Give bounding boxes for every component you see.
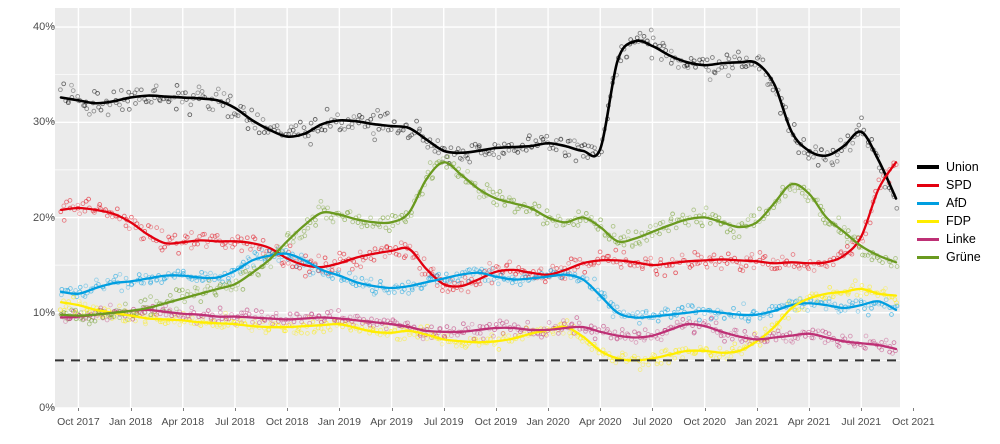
y-axis-tick-label: 10% — [32, 306, 55, 319]
y-axis-tick-mark — [51, 26, 54, 28]
five-percent-threshold-line — [55, 359, 900, 362]
y-axis-tick-mark — [51, 217, 54, 219]
y-axis-tick-mark — [51, 121, 54, 123]
legend-swatch-icon — [916, 248, 940, 266]
y-axis-tick-label: 0% — [39, 402, 55, 414]
legend-item-label: Grüne — [946, 250, 981, 264]
x-axis-tick-mark — [913, 408, 915, 411]
legend-swatch-icon — [916, 230, 940, 248]
x-axis-tick-label: Jan 2018 — [108, 416, 153, 428]
y-axis-tick-label: 30% — [32, 116, 55, 129]
legend-swatch-icon — [916, 158, 940, 176]
x-axis-tick-label: Oct 2020 — [683, 416, 726, 428]
x-axis-tick-label: Jan 2020 — [526, 416, 570, 428]
y-axis-tick-mark — [51, 407, 54, 409]
x-axis-tick-label: Oct 2017 — [57, 416, 100, 428]
x-axis-tick-label: Jul 2019 — [423, 416, 464, 428]
x-axis-tick-label: Apr 2021 — [787, 416, 831, 428]
y-axis-tick-label: 20% — [32, 211, 55, 224]
y-axis: 0% 10% 20% 30% 40% — [0, 0, 55, 444]
x-axis-tick-label: Oct 2019 — [474, 416, 518, 428]
x-axis-tick-label: Apr 2020 — [578, 416, 622, 428]
legend-swatch-icon — [916, 194, 940, 212]
legend-item-label: FDP — [946, 214, 971, 228]
y-axis-tick-label: 40% — [32, 21, 55, 34]
legend-item-afd[interactable]: AfD — [916, 194, 1000, 212]
x-axis-tick-label: Apr 2019 — [370, 416, 413, 428]
x-axis-tick-label: Jan 2021 — [735, 416, 779, 428]
trend-lines — [59, 39, 898, 362]
legend-item-linke[interactable]: Linke — [916, 230, 1000, 248]
legend-item-label: Linke — [946, 232, 976, 246]
legend-swatch-icon — [916, 212, 940, 230]
plot-panel — [55, 8, 915, 409]
x-axis-tick-label: Oct 2018 — [265, 416, 309, 428]
legend-item-union[interactable]: Union — [916, 158, 1000, 176]
x-axis-tick-label: Jan 2019 — [317, 416, 361, 428]
legend-swatch-icon — [916, 176, 940, 194]
x-axis-tick-label: Jul 2018 — [215, 416, 255, 428]
x-axis-tick-label: Jul 2021 — [841, 416, 882, 428]
legend-item-label: SPD — [946, 178, 972, 192]
legend: Union SPD AfD — [916, 158, 1000, 266]
legend-item-spd[interactable]: SPD — [916, 176, 1000, 194]
y-axis-tick-mark — [51, 312, 54, 314]
x-axis-tick-label: Oct 2021 — [892, 416, 935, 428]
x-axis-tick-label: Jul 2020 — [632, 416, 673, 428]
legend-item-grüne[interactable]: Grüne — [916, 248, 1000, 266]
legend-item-label: AfD — [946, 196, 967, 210]
x-axis-tick-label: Apr 2018 — [161, 416, 205, 428]
legend-item-label: Union — [946, 160, 979, 174]
legend-item-fdp[interactable]: FDP — [916, 212, 1000, 230]
